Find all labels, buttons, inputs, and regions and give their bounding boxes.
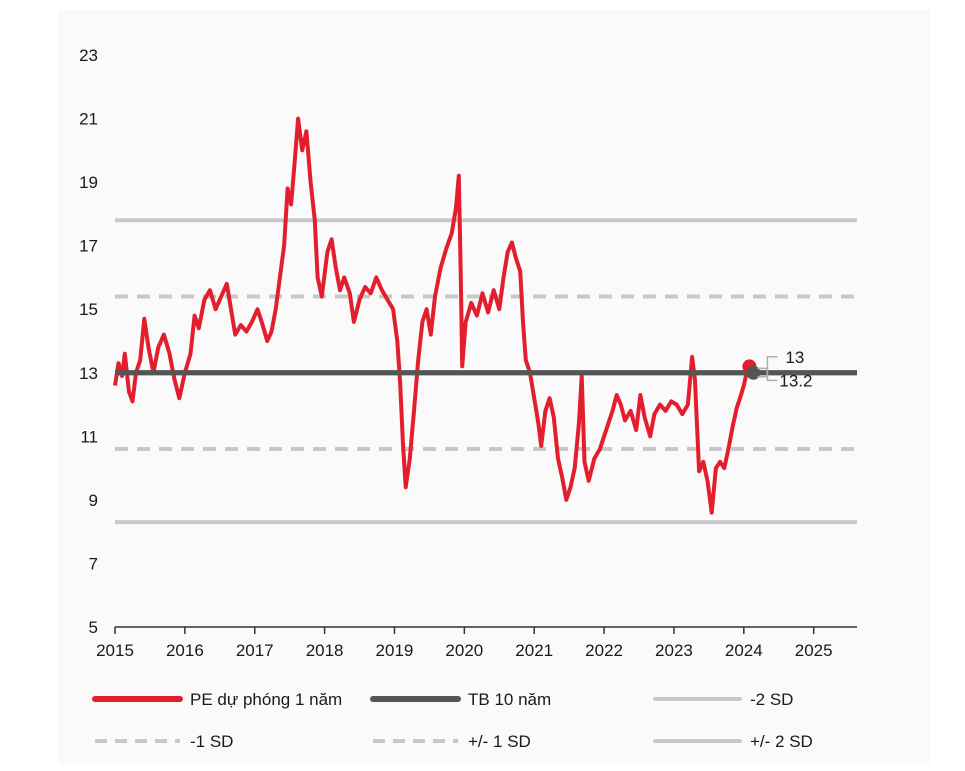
y-tick-label: 15 [79, 300, 98, 319]
legend-label: +/- 1 SD [468, 732, 531, 751]
y-tick-label: 9 [89, 491, 98, 510]
series-lines [113, 116, 857, 515]
callout-label: 13 [785, 348, 804, 367]
y-tick-label: 23 [79, 46, 98, 65]
x-tick-label: 2024 [725, 641, 763, 660]
endpoint-marker-mean [746, 365, 761, 380]
legend-label: +/- 2 SD [750, 732, 813, 751]
legend-item-tb-10-n-m: TB 10 năm [370, 690, 551, 709]
callout-label: 13.2 [779, 371, 812, 390]
y-tick-label: 5 [89, 618, 98, 637]
y-tick-label: 11 [80, 427, 98, 446]
callouts: 13 13.2 [757, 348, 812, 390]
legend-item-1-sd: +/- 1 SD [373, 732, 531, 751]
y-tick-label: 7 [89, 554, 98, 573]
legend: PE dự phóng 1 năm TB 10 năm -2 SD -1 SD +/- … [92, 690, 813, 751]
series-line-pe [113, 116, 752, 515]
legend-label: PE dự phóng 1 năm [190, 690, 342, 709]
x-tick-label: 2023 [655, 641, 693, 660]
legend-label: -1 SD [190, 732, 233, 751]
y-tick-label: 17 [79, 237, 98, 256]
y-tick-label: 21 [79, 110, 98, 129]
x-tick-label: 2019 [376, 641, 414, 660]
legend-label: TB 10 năm [468, 690, 551, 709]
x-tick-label: 2016 [166, 641, 204, 660]
x-axis: 2015 2016 2017 2018 2019 2020 2021 2022 2023 2024… [96, 626, 857, 660]
legend-item-1-sd: -1 SD [95, 732, 233, 751]
x-tick-label: 2021 [515, 641, 553, 660]
legend-label: -2 SD [750, 690, 793, 709]
x-tick-label: 2018 [306, 641, 344, 660]
legend-item-2-sd: +/- 2 SD [653, 732, 813, 751]
legend-item-pe-d-ph-ng-1-n-m: PE dự phóng 1 năm [92, 690, 342, 709]
x-tick-label: 2017 [236, 641, 274, 660]
chart-container: 5 7 9 11 13 15 17 19 21 23 2015 2016 2017 2018 2019 20… [58, 10, 930, 765]
callout-connector-bottom [757, 367, 778, 382]
y-tick-label: 19 [79, 173, 98, 192]
legend-item-2-sd: -2 SD [653, 690, 793, 709]
y-tick-label: 13 [79, 364, 98, 383]
x-tick-label: 2022 [585, 641, 623, 660]
x-tick-label: 2025 [795, 641, 833, 660]
y-axis: 5 7 9 11 13 15 17 19 21 23 [79, 46, 98, 637]
callout-connector-top [757, 356, 778, 378]
x-tick-label: 2015 [96, 641, 134, 660]
x-tick-label: 2020 [445, 641, 483, 660]
